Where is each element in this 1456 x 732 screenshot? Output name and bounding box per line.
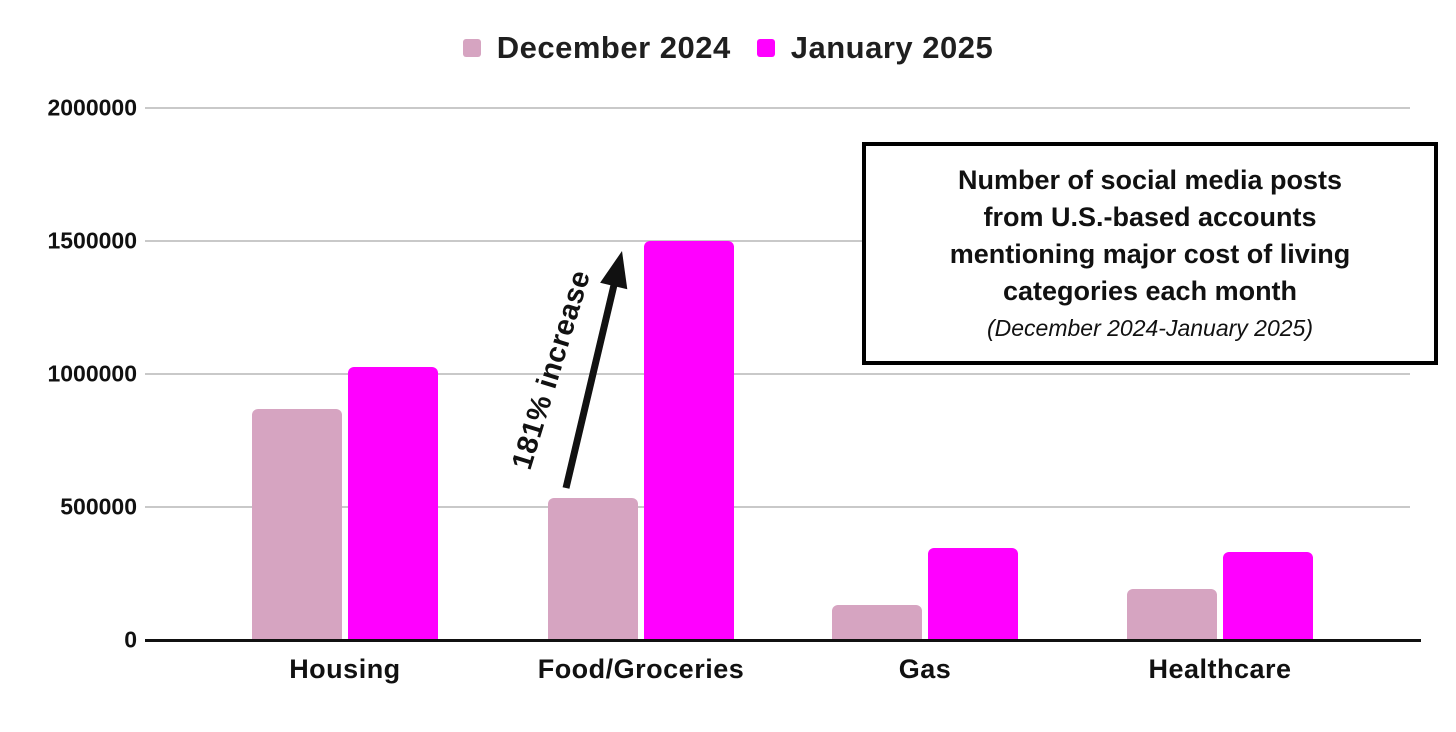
plot-area bbox=[145, 107, 1421, 642]
bar-housing-january-2025 bbox=[347, 367, 438, 640]
annotation-title-line-4: categories each month bbox=[1002, 276, 1298, 306]
y-tick-label: 0 bbox=[124, 626, 137, 653]
increase-arrow-icon bbox=[562, 251, 628, 489]
legend-swatch-icon bbox=[462, 39, 481, 57]
y-tick-label: 1000000 bbox=[47, 360, 137, 387]
gridline bbox=[145, 107, 1410, 109]
bar-group-healthcare bbox=[1127, 552, 1314, 640]
x-tick-label-healthcare: Healthcare bbox=[1148, 654, 1292, 684]
bar-group-gas bbox=[832, 548, 1019, 640]
annotation-box: Number of social media posts from U.S.-b… bbox=[862, 142, 1438, 365]
gridline bbox=[145, 373, 1410, 375]
bar-group-food-groceries bbox=[547, 241, 734, 640]
y-axis: 0 500000 1000000 1500000 2000000 bbox=[0, 95, 137, 653]
legend-label: January 2025 bbox=[790, 30, 994, 65]
bar-healthcare-december-2024 bbox=[1127, 589, 1218, 640]
x-axis: Housing Food/Groceries Gas Healthcare bbox=[145, 654, 1421, 694]
chart-legend: December 2024 January 2025 bbox=[0, 30, 1456, 66]
legend-item-december-2024: December 2024 bbox=[462, 30, 731, 66]
bar-gas-january-2025 bbox=[928, 548, 1019, 640]
gridline bbox=[145, 240, 1410, 242]
annotation-title-line-3: mentioning major cost of living bbox=[949, 239, 1351, 269]
x-axis-line bbox=[145, 638, 1421, 642]
x-tick-label-food-groceries: Food/Groceries bbox=[537, 654, 745, 684]
y-tick-label: 500000 bbox=[60, 493, 137, 520]
bar-group-housing bbox=[251, 367, 438, 640]
y-tick-label: 1500000 bbox=[47, 227, 137, 254]
bar-gas-december-2024 bbox=[832, 605, 923, 640]
bar-food-groceries-december-2024 bbox=[547, 498, 638, 640]
bar-housing-december-2024 bbox=[251, 408, 342, 640]
legend-swatch-icon bbox=[756, 39, 775, 57]
x-tick-label-gas: Gas bbox=[898, 654, 952, 684]
legend-item-january-2025: January 2025 bbox=[756, 30, 994, 66]
bar-food-groceries-january-2025 bbox=[643, 241, 734, 640]
annotation-title-line-2: from U.S.-based accounts bbox=[983, 202, 1317, 232]
annotation-title-line-1: Number of social media posts bbox=[957, 165, 1343, 195]
legend-label: December 2024 bbox=[496, 30, 731, 65]
annotation-subtitle: (December 2024-January 2025) bbox=[986, 315, 1313, 341]
x-tick-label-housing: Housing bbox=[289, 654, 401, 684]
gridline bbox=[145, 506, 1410, 508]
y-tick-label: 2000000 bbox=[47, 94, 137, 121]
bar-healthcare-january-2025 bbox=[1223, 552, 1314, 640]
